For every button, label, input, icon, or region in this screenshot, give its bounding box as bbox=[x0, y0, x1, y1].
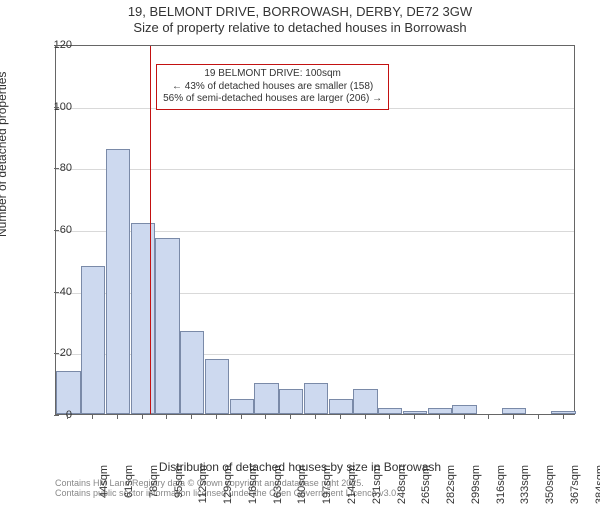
x-tick-label: 112sqm bbox=[197, 465, 209, 505]
x-tick-label: 214sqm bbox=[346, 465, 358, 505]
histogram-bar bbox=[329, 399, 353, 414]
histogram-bar bbox=[452, 405, 476, 414]
x-tick-label: 95sqm bbox=[173, 465, 185, 505]
x-tick-mark bbox=[389, 414, 390, 419]
x-tick-label: 180sqm bbox=[296, 465, 308, 505]
x-tick-mark bbox=[117, 414, 118, 419]
histogram-bar bbox=[551, 411, 575, 414]
x-tick-mark bbox=[142, 414, 143, 419]
x-tick-mark bbox=[414, 414, 415, 419]
x-tick-mark bbox=[92, 414, 93, 419]
histogram-bar bbox=[155, 238, 179, 414]
annotation-line3: 56% of semi-detached houses are larger (… bbox=[163, 93, 382, 106]
x-tick-label: 44sqm bbox=[98, 465, 110, 505]
y-tick-mark bbox=[54, 415, 59, 416]
histogram-bar bbox=[279, 389, 303, 414]
histogram-bar bbox=[254, 383, 278, 414]
y-axis-label: Number of detached properties bbox=[0, 72, 9, 237]
x-tick-label: 163sqm bbox=[272, 465, 284, 505]
chart-title: 19, BELMONT DRIVE, BORROWASH, DERBY, DE7… bbox=[0, 0, 600, 37]
plot-area: 19 BELMONT DRIVE: 100sqm← 43% of detache… bbox=[55, 45, 575, 415]
x-tick-mark bbox=[340, 414, 341, 419]
x-tick-label: 282sqm bbox=[445, 465, 457, 505]
x-tick-mark bbox=[488, 414, 489, 419]
x-tick-label: 316sqm bbox=[495, 465, 507, 505]
x-tick-label: 231sqm bbox=[371, 465, 383, 505]
x-tick-label: 78sqm bbox=[148, 465, 160, 505]
x-tick-label: 367sqm bbox=[569, 465, 581, 505]
x-tick-label: 197sqm bbox=[321, 465, 333, 505]
x-tick-mark bbox=[67, 414, 68, 419]
histogram-bar bbox=[428, 408, 452, 414]
x-tick-mark bbox=[563, 414, 564, 419]
y-tick-mark bbox=[54, 292, 59, 293]
y-tick-mark bbox=[54, 353, 59, 354]
x-tick-label: 350sqm bbox=[544, 465, 556, 505]
x-tick-mark bbox=[365, 414, 366, 419]
x-tick-label: 129sqm bbox=[222, 465, 234, 505]
x-tick-mark bbox=[265, 414, 266, 419]
x-tick-label: 265sqm bbox=[420, 465, 432, 505]
histogram-bar bbox=[81, 266, 105, 414]
x-tick-mark bbox=[315, 414, 316, 419]
reference-line bbox=[150, 46, 151, 414]
annotation-box: 19 BELMONT DRIVE: 100sqm← 43% of detache… bbox=[156, 64, 389, 110]
x-tick-label: 299sqm bbox=[470, 465, 482, 505]
x-tick-mark bbox=[216, 414, 217, 419]
title-line2: Size of property relative to detached ho… bbox=[0, 20, 600, 36]
x-tick-label: 384sqm bbox=[594, 465, 600, 505]
histogram-bar bbox=[205, 359, 229, 415]
x-tick-label: 146sqm bbox=[247, 465, 259, 505]
histogram-bar bbox=[56, 371, 80, 414]
x-tick-mark bbox=[513, 414, 514, 419]
annotation-line2: ← 43% of detached houses are smaller (15… bbox=[163, 81, 382, 94]
x-tick-mark bbox=[439, 414, 440, 419]
histogram-bar bbox=[353, 389, 377, 414]
chart-container: 19, BELMONT DRIVE, BORROWASH, DERBY, DE7… bbox=[0, 0, 600, 500]
x-tick-mark bbox=[464, 414, 465, 419]
x-tick-label: 248sqm bbox=[396, 465, 408, 505]
x-tick-mark bbox=[166, 414, 167, 419]
histogram-bar bbox=[180, 331, 204, 414]
y-tick-mark bbox=[54, 230, 59, 231]
histogram-bar bbox=[106, 149, 130, 414]
annotation-line1: 19 BELMONT DRIVE: 100sqm bbox=[163, 68, 382, 81]
y-tick-mark bbox=[54, 107, 59, 108]
y-tick-mark bbox=[54, 45, 59, 46]
x-tick-mark bbox=[538, 414, 539, 419]
histogram-bar bbox=[230, 399, 254, 414]
x-tick-mark bbox=[241, 414, 242, 419]
histogram-bar bbox=[304, 383, 328, 414]
histogram-bar bbox=[131, 223, 155, 414]
x-tick-mark bbox=[191, 414, 192, 419]
y-tick-mark bbox=[54, 168, 59, 169]
x-tick-label: 61sqm bbox=[123, 465, 135, 505]
title-line1: 19, BELMONT DRIVE, BORROWASH, DERBY, DE7… bbox=[0, 4, 600, 20]
x-tick-label: 333sqm bbox=[519, 465, 531, 505]
x-tick-mark bbox=[290, 414, 291, 419]
gridline bbox=[56, 169, 574, 170]
